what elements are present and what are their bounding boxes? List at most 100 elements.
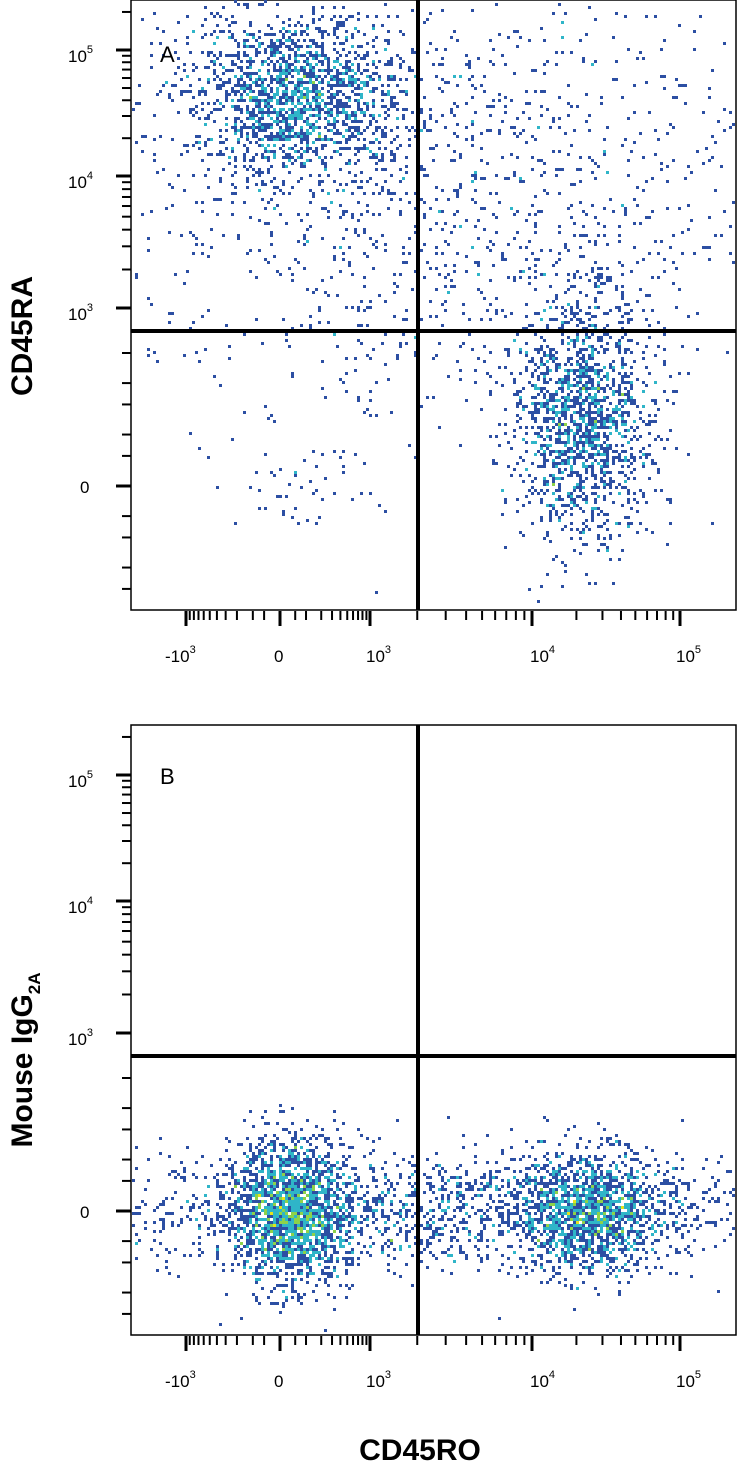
panel-a-event-dot [561, 411, 564, 414]
panel-a-event-dot [588, 444, 591, 447]
panel-a-event-dot [357, 126, 360, 129]
panel-a-event-dot [534, 333, 537, 336]
panel-a-event-dot [489, 240, 492, 243]
panel-a-event-dot [195, 111, 198, 114]
panel-a-event-dot [348, 135, 351, 138]
panel-b-event-dot [261, 1245, 264, 1248]
panel-a-event-dot [546, 420, 549, 423]
panel-b-event-dot [351, 1206, 354, 1209]
panel-b-event-dot [309, 1233, 312, 1236]
panel-a-event-dot [249, 75, 252, 78]
panel-a-event-dot [246, 54, 249, 57]
panel-a-event-dot [672, 96, 675, 99]
panel-b-event-dot [711, 1176, 714, 1179]
panel-a-event-dot [693, 30, 696, 33]
panel-a-event-dot [258, 42, 261, 45]
panel-a-event-dot [399, 30, 402, 33]
panel-a-event-dot [285, 63, 288, 66]
panel-a-event-dot [258, 174, 261, 177]
panel-a-event-dot [414, 207, 417, 210]
panel-a-event-dot [642, 492, 645, 495]
panel-a-event-dot [612, 462, 615, 465]
panel-a-event-dot [249, 486, 252, 489]
panel-a-event-dot [207, 54, 210, 57]
panel-b-event-dot [303, 1182, 306, 1185]
panel-a-event-dot [525, 366, 528, 369]
panel-a-event-dot [549, 438, 552, 441]
panel-a-event-dot [420, 249, 423, 252]
panel-b-event-dot [309, 1203, 312, 1206]
panel-a-event-dot [294, 45, 297, 48]
panel-a-event-dot [270, 234, 273, 237]
panel-a-event-dot [558, 438, 561, 441]
panel-a-event-dot [540, 210, 543, 213]
panel-a-event-dot [465, 102, 468, 105]
panel-a-event-dot [414, 351, 417, 354]
panel-a-event-dot [399, 144, 402, 147]
panel-a-event-dot [357, 105, 360, 108]
panel-a-event-dot [333, 333, 336, 336]
panel-a-event-dot [528, 360, 531, 363]
panel-a-event-dot [444, 126, 447, 129]
panel-a-event-dot [138, 84, 141, 87]
panel-b-event-dot [294, 1233, 297, 1236]
panel-a-event-dot [642, 258, 645, 261]
panel-a-event-dot [615, 345, 618, 348]
panel-b-event-dot [315, 1242, 318, 1245]
panel-a-event-dot [261, 129, 264, 132]
panel-b-event-dot [339, 1221, 342, 1224]
panel-b-event-dot [303, 1197, 306, 1200]
panel-b-event-dot [252, 1212, 255, 1215]
panel-b-event-dot [261, 1236, 264, 1239]
panel-b-event-dot [297, 1221, 300, 1224]
panel-a-event-dot [543, 462, 546, 465]
panel-b-event-dot [312, 1248, 315, 1251]
panel-b-event-dot [315, 1257, 318, 1260]
panel-a-event-dot [369, 177, 372, 180]
panel-a-event-dot [585, 375, 588, 378]
panel-a-event-dot [276, 495, 279, 498]
panel-a-event-dot [573, 420, 576, 423]
panel-a-event-dot [216, 24, 219, 27]
panel-a-event-dot [366, 306, 369, 309]
panel-b-event-dot [327, 1170, 330, 1173]
panel-a-event-dot [276, 69, 279, 72]
panel-b-event-dot [324, 1224, 327, 1227]
panel-a-event-dot [324, 144, 327, 147]
panel-a-event-dot [603, 333, 606, 336]
panel-a-event-dot [246, 6, 249, 9]
panel-a-event-dot [570, 357, 573, 360]
panel-a-event-dot [234, 126, 237, 129]
panel-a-event-dot [567, 153, 570, 156]
panel-a-event-dot [198, 90, 201, 93]
panel-b-event-dot [279, 1194, 282, 1197]
panel-a-event-dot [579, 363, 582, 366]
panel-a-event-dot [342, 210, 345, 213]
panel-a-event-dot [594, 162, 597, 165]
panel-a-event-dot [321, 360, 324, 363]
panel-b-event-dot [267, 1122, 270, 1125]
panel-b-event-dot [291, 1272, 294, 1275]
panel-a-event-dot [324, 111, 327, 114]
panel-a-event-dot [576, 339, 579, 342]
panel-a-event-dot [288, 147, 291, 150]
panel-b-event-dot [234, 1245, 237, 1248]
panel-a-event-dot [291, 93, 294, 96]
panel-b-event-dot [303, 1221, 306, 1224]
panel-a-event-dot [225, 129, 228, 132]
panel-a-event-dot [372, 78, 375, 81]
panel-a-event-dot [729, 126, 732, 129]
panel-b-event-dot [327, 1215, 330, 1218]
panel-a-event-dot [342, 189, 345, 192]
panel-a-event-dot [570, 471, 573, 474]
panel-b-event-dot [333, 1200, 336, 1203]
panel-a-event-dot [573, 183, 576, 186]
panel-a-event-dot [489, 393, 492, 396]
panel-a-event-dot [156, 93, 159, 96]
panel-b-event-dot [351, 1182, 354, 1185]
panel-b-event-dot [282, 1260, 285, 1263]
panel-a-event-dot [600, 102, 603, 105]
panel-b-event-dot [336, 1227, 339, 1230]
panel-b-event-dot [240, 1143, 243, 1146]
panel-a-event-dot [222, 84, 225, 87]
